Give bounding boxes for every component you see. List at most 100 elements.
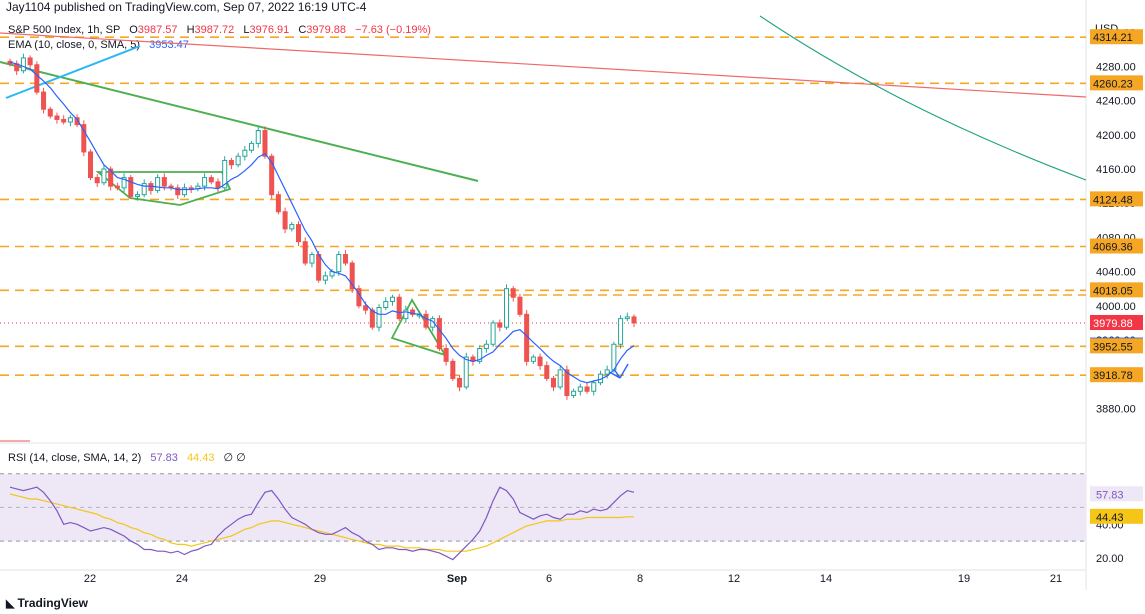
time-tick-label: Sep <box>447 573 467 585</box>
candle-body <box>517 296 523 315</box>
candle-body <box>155 177 161 191</box>
candle-body <box>396 296 402 320</box>
candle-body <box>436 318 442 350</box>
candle-body <box>121 177 127 189</box>
low-legend: L3976.91 <box>243 24 289 36</box>
candle-body <box>269 155 275 196</box>
candle-body <box>108 168 114 187</box>
candle-body <box>54 115 60 120</box>
publisher-header: Jay1104 published on TradingView.com, Se… <box>6 0 367 14</box>
candle-body <box>161 177 167 187</box>
candle-body <box>363 305 369 311</box>
close-legend: C3979.88 <box>298 24 346 36</box>
ema-label: EMA (10, close, 0, SMA, 5) <box>8 39 141 51</box>
candle-body <box>208 177 214 183</box>
candle-body <box>403 309 409 320</box>
candle-body <box>114 185 120 189</box>
red-long-trendline <box>0 32 1087 98</box>
time-tick-label: 19 <box>958 573 970 585</box>
tradingview-logo-icon: ◣ <box>6 598 18 610</box>
rsi-ma-value: 44.43 <box>186 452 215 464</box>
price-label-bg <box>1090 367 1143 383</box>
candle-body <box>289 224 295 230</box>
candle-body <box>262 130 268 157</box>
candle-body <box>624 316 630 320</box>
candle-body <box>376 306 382 328</box>
price-tick-label: 4200.00 <box>1096 130 1136 142</box>
candle-body <box>618 318 624 345</box>
candle-body <box>282 211 288 230</box>
candle-body <box>537 356 543 367</box>
candle-body <box>296 224 302 243</box>
candle-body <box>228 159 234 166</box>
price-label: 4260.23 <box>1093 78 1133 90</box>
candle-body <box>483 343 489 350</box>
time-tick-label: 22 <box>84 573 96 585</box>
rsi-tick-label: 20.00 <box>1096 553 1124 565</box>
time-tick-label: 12 <box>728 573 740 585</box>
open-label: O <box>129 24 138 36</box>
candle-body <box>490 322 496 345</box>
candle-body <box>128 177 134 197</box>
candle-body <box>410 309 416 315</box>
candle-body <box>202 177 208 187</box>
candle-body <box>249 142 255 151</box>
time-tick-label: 21 <box>1050 573 1062 585</box>
high-value: 3987.72 <box>194 24 235 36</box>
symbol-label: S&P 500 Index, 1h, SP <box>8 24 121 36</box>
candle-body <box>497 322 503 328</box>
rsi-legend: RSI (14, close, SMA, 14, 2) 57.83 44.43 … <box>8 451 246 464</box>
ohlc-legend: S&P 500 Index, 1h, SP O3987.57 H3987.72 … <box>8 24 431 36</box>
candle-body <box>74 117 80 126</box>
candle-body <box>550 377 556 388</box>
time-tick-label: 6 <box>546 573 552 585</box>
rsi-price-label: 44.43 <box>1096 512 1124 524</box>
candle-body <box>242 149 248 157</box>
candle-body <box>275 194 281 213</box>
candle-body <box>101 168 107 184</box>
high-label: H <box>186 24 195 36</box>
candle-body <box>20 57 26 72</box>
close-value: 3979.88 <box>306 24 347 36</box>
green-pattern-drawing <box>95 171 232 206</box>
candle-body <box>584 386 590 392</box>
candle-body <box>215 181 221 189</box>
ema-line <box>9 61 635 384</box>
candle-body <box>443 348 449 362</box>
price-label-bg <box>1090 191 1143 207</box>
candle-body <box>557 369 563 388</box>
low-label: L <box>243 24 250 36</box>
candle-body <box>349 262 355 290</box>
price-label-bg <box>1090 338 1143 354</box>
price-label: 3979.88 <box>1093 318 1133 330</box>
price-tick-label: 3880.00 <box>1096 403 1136 415</box>
brand-label: TradingView <box>17 596 88 610</box>
candle-body <box>423 313 429 328</box>
candle-body <box>611 343 617 371</box>
price-label: 4124.48 <box>1093 194 1133 206</box>
candle-body <box>309 254 315 264</box>
low-value: 3976.91 <box>249 24 290 36</box>
candle-body <box>530 356 536 362</box>
candle-body <box>383 301 389 308</box>
price-label: 4018.05 <box>1093 285 1133 297</box>
candle-body <box>61 118 67 123</box>
candle-body <box>255 130 261 144</box>
candle-body <box>175 187 181 196</box>
candle-body <box>88 151 94 179</box>
price-label: 4314.21 <box>1093 32 1133 44</box>
price-tick-label: 4240.00 <box>1096 96 1136 108</box>
candle-body <box>564 369 570 397</box>
candle-body <box>141 183 147 196</box>
candle-body <box>41 91 47 110</box>
high-legend: H3987.72 <box>187 24 235 36</box>
open-legend: O3987.57 <box>129 24 177 36</box>
candle-body <box>235 155 241 166</box>
ema-legend: EMA (10, close, 0, SMA, 5) 3953.47 <box>8 39 189 51</box>
blue-support-trendline <box>5 45 141 99</box>
price-label-bg <box>1090 282 1143 298</box>
time-tick-label: 14 <box>820 573 832 585</box>
price-label-bg <box>1090 238 1143 254</box>
rsi-label-bg <box>1090 486 1143 502</box>
